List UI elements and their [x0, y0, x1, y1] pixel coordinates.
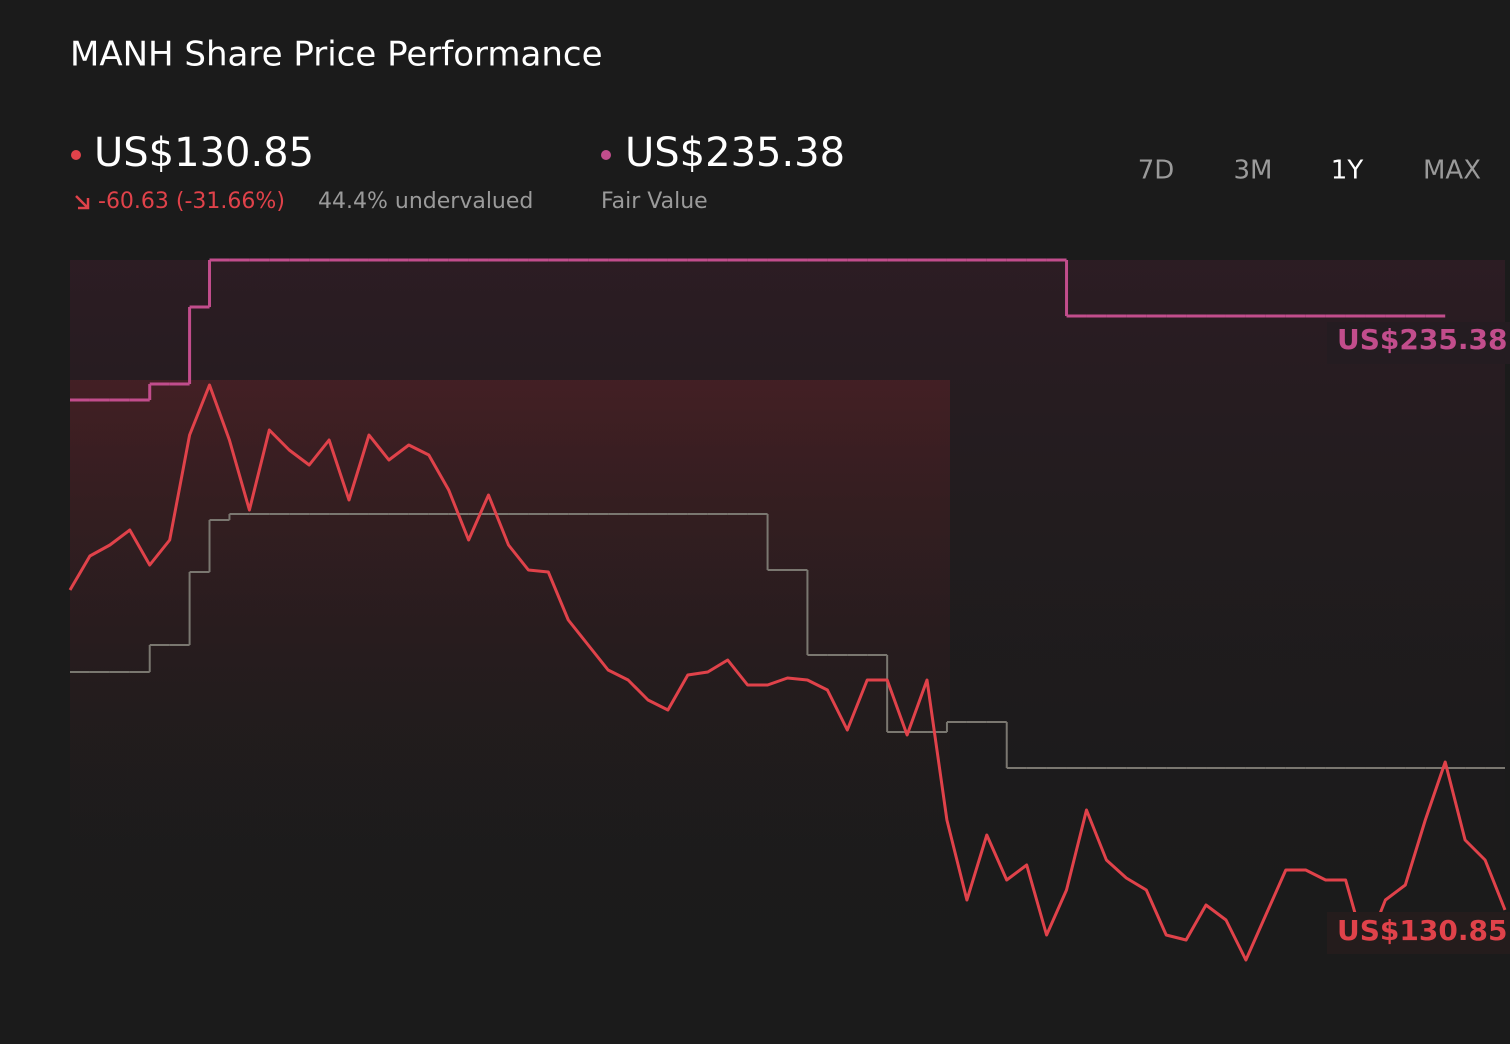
- area-glow: [70, 380, 950, 940]
- price-change: -60.63 (-31.66%): [98, 189, 285, 214]
- label-box: [1327, 322, 1510, 364]
- fair-value: US$235.38: [625, 130, 845, 176]
- fair-end-label: US$235.38: [1337, 323, 1507, 356]
- valuation: 44.4% undervalued: [318, 189, 533, 214]
- range-button[interactable]: 3M: [1234, 156, 1273, 186]
- title: MANH Share Price Performance: [70, 35, 603, 75]
- price-dot: [71, 150, 81, 160]
- price-line: [68, 383, 1507, 962]
- range-button[interactable]: MAX: [1423, 156, 1481, 186]
- range-button[interactable]: 7D: [1138, 156, 1175, 186]
- price: US$130.85: [94, 130, 314, 176]
- range-button[interactable]: 1Y: [1331, 156, 1364, 186]
- down-arrow: [75, 195, 90, 210]
- fair-value-caption: Fair Value: [601, 189, 708, 214]
- label-box: [1327, 912, 1510, 954]
- price-end-label: US$130.85: [1337, 914, 1507, 947]
- fair-dot: [601, 150, 611, 160]
